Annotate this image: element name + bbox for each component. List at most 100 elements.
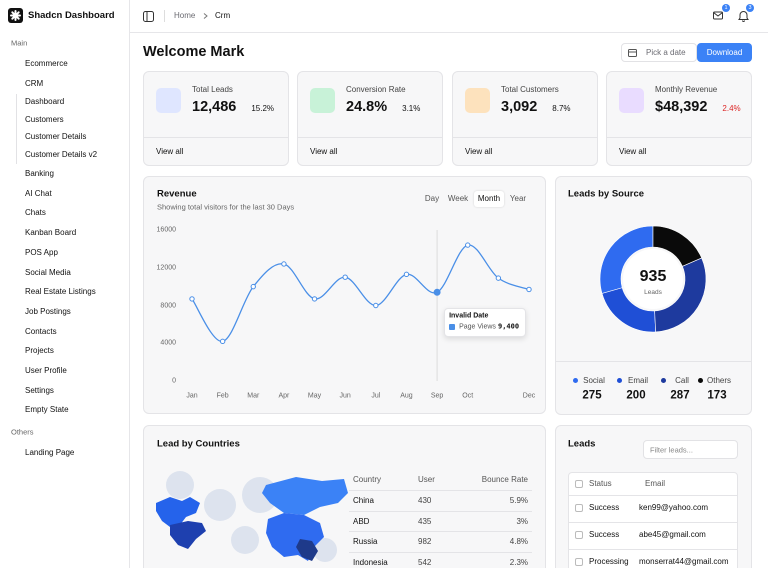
breadcrumb-home[interactable]: Home (174, 11, 196, 20)
map-region (156, 497, 200, 527)
mail-badge: 1 (722, 4, 730, 12)
checkbox[interactable] (575, 531, 583, 539)
stat-value: 3,092 (501, 98, 538, 115)
nav-item[interactable]: Settings (25, 385, 54, 395)
stat-card (143, 71, 289, 166)
tooltip-swatch (449, 324, 456, 330)
row-divider (569, 549, 737, 550)
page-title: Welcome Mark (143, 44, 245, 60)
sidebar (0, 0, 130, 568)
table-cell: 5.9% (509, 496, 528, 505)
tooltip-series: Page Views (459, 323, 496, 331)
legend-label: Others (706, 375, 732, 385)
nav-item[interactable]: Contacts (25, 326, 57, 336)
nav-item[interactable]: Banking (25, 169, 54, 178)
column-header: Country (353, 475, 382, 484)
download-button[interactable]: Download (697, 43, 752, 62)
legend-label: Social (583, 375, 605, 385)
view-all-link[interactable]: View all (619, 147, 647, 156)
checkbox[interactable] (575, 504, 583, 512)
table-cell: Russia (353, 537, 378, 546)
nav-item[interactable]: Chats (25, 208, 46, 218)
checkbox[interactable] (575, 558, 583, 566)
section-title: Main (11, 38, 28, 48)
row-divider (349, 510, 532, 512)
stat-card (452, 71, 598, 166)
nav-item[interactable]: Kanban Board (25, 228, 77, 238)
nav-subitem[interactable]: Dashboard (25, 97, 65, 106)
map-region (170, 521, 206, 549)
sidebar-toggle[interactable] (143, 11, 154, 22)
brand-logo (8, 8, 23, 23)
table-cell: China (353, 496, 374, 505)
date-placeholder: Pick a date (646, 48, 686, 57)
tooltip (444, 308, 527, 337)
legend-dot (661, 378, 666, 383)
nav-item[interactable]: User Profile (25, 366, 67, 375)
card-divider (144, 137, 288, 138)
row-divider (349, 531, 532, 532)
section-title: Others (11, 427, 34, 437)
donut-total: 935 (639, 268, 667, 285)
nav-item[interactable]: AI Chat (25, 188, 52, 198)
nav-item[interactable]: Ecommerce (25, 59, 68, 68)
table-cell: 4.8% (509, 537, 528, 546)
table-cell: 430 (418, 496, 432, 505)
table-cell: 3% (516, 516, 528, 526)
range-tab[interactable]: Year (509, 194, 527, 203)
legend-value: 287 (670, 389, 690, 402)
range-tab[interactable]: Day (424, 194, 440, 203)
stat-label: Total Leads (192, 85, 233, 94)
table-cell: 982 (418, 537, 432, 546)
nav-subitem[interactable]: Customer Details (25, 132, 87, 141)
nav-subitem[interactable]: Customer Details v2 (25, 149, 98, 159)
breadcrumb-chevron (203, 13, 208, 19)
nav-item[interactable]: CRM (25, 78, 44, 88)
view-all-link[interactable]: View all (465, 147, 493, 156)
range-tab[interactable]: Month (477, 194, 501, 203)
nav-item[interactable]: Projects (25, 346, 54, 356)
nav-item[interactable]: Landing Page (25, 448, 75, 458)
y-tick-label: 12000 (156, 264, 176, 272)
bell-badge: 3 (746, 4, 754, 12)
view-all-link[interactable]: View all (310, 147, 338, 156)
x-tick-label: Aug (400, 392, 413, 400)
nav-item[interactable]: Real Estate Listings (25, 287, 96, 297)
x-tick-label: Sep (430, 392, 444, 400)
stat-icon (156, 88, 181, 113)
x-tick-label: Jul (371, 392, 381, 400)
y-tick-label: 4000 (160, 339, 176, 347)
bell-icon[interactable] (738, 10, 749, 22)
map-background (166, 471, 337, 562)
table-cell: ken99@yahoo.com (639, 503, 709, 512)
nav-item[interactable]: Empty State (25, 405, 69, 415)
map-region (296, 539, 318, 561)
x-tick-label: Oct (462, 392, 474, 400)
x-tick-label: Jan (186, 392, 198, 400)
stat-icon (465, 88, 490, 113)
row-divider (569, 522, 737, 523)
nav-item[interactable]: POS App (25, 247, 58, 257)
separator (164, 10, 165, 22)
date-picker[interactable]: Pick a date (621, 43, 697, 62)
mail-icon[interactable] (713, 11, 724, 21)
view-all-link[interactable]: View all (156, 147, 184, 156)
column-header: User (418, 475, 435, 484)
nav-item[interactable]: Social Media (25, 267, 71, 277)
divider (556, 361, 751, 362)
y-tick-label: 16000 (156, 226, 176, 234)
legend-label: Call (675, 375, 689, 385)
table-cell: ABD (353, 516, 370, 526)
stat-label: Total Customers (501, 85, 559, 94)
stat-value: 12,486 (192, 98, 237, 115)
donut-label: Leads (644, 288, 662, 296)
checkbox[interactable] (575, 480, 583, 488)
brand-name: Shadcn Dashboard (28, 10, 115, 21)
nav-subitem[interactable]: Customers (25, 114, 64, 124)
leads-table (568, 472, 738, 568)
filter-input[interactable] (643, 440, 738, 459)
stat-card (297, 71, 443, 166)
stat-icon (310, 88, 335, 113)
range-tab[interactable]: Week (447, 194, 469, 203)
nav-item[interactable]: Job Postings (25, 306, 71, 316)
